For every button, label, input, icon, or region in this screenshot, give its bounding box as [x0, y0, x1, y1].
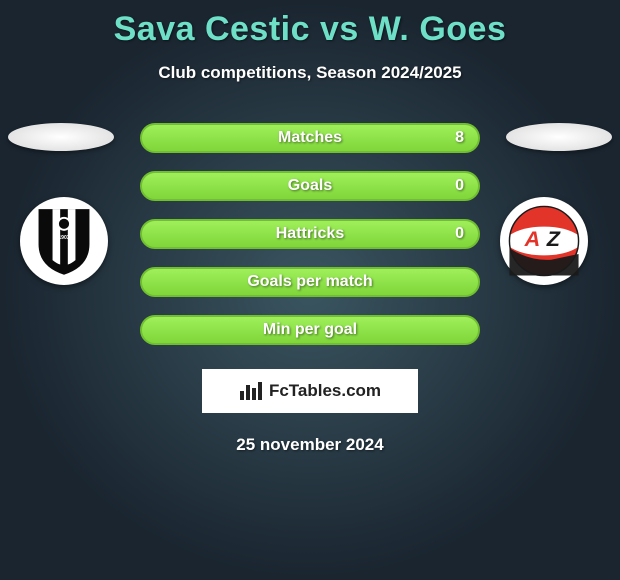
comparison-content: 1903 A Z Matches 8 Goals 0 [0, 123, 620, 455]
az-icon: A Z [508, 205, 580, 277]
player-right-oval [506, 123, 612, 151]
subtitle: Club competitions, Season 2024/2025 [0, 63, 620, 83]
stat-label: Goals [288, 177, 332, 195]
stat-label: Min per goal [263, 321, 357, 339]
heracles-icon: 1903 [29, 206, 99, 276]
stat-right-value: 8 [455, 129, 464, 147]
stat-row: Goals 0 [140, 171, 480, 201]
stat-right-value: 0 [455, 225, 464, 243]
svg-text:1903: 1903 [58, 235, 69, 241]
stats-list: Matches 8 Goals 0 Hattricks 0 Goals per … [140, 123, 480, 345]
date-label: 25 november 2024 [0, 435, 620, 455]
fctables-brand[interactable]: FcTables.com [202, 369, 418, 413]
club-badge-left: 1903 [20, 197, 120, 285]
club-badge-right: A Z [500, 197, 600, 285]
stat-row: Goals per match [140, 267, 480, 297]
stat-right-value: 0 [455, 177, 464, 195]
page-title: Sava Cestic vs W. Goes [0, 0, 620, 49]
stat-row: Hattricks 0 [140, 219, 480, 249]
svg-text:A: A [524, 226, 541, 251]
stat-row: Min per goal [140, 315, 480, 345]
club-circle-right: A Z [500, 197, 588, 285]
stat-row: Matches 8 [140, 123, 480, 153]
player-left-oval [8, 123, 114, 151]
brand-label: FcTables.com [269, 381, 381, 401]
bars-icon [239, 381, 265, 401]
svg-text:Z: Z [546, 226, 561, 251]
club-circle-left: 1903 [20, 197, 108, 285]
stat-label: Hattricks [276, 225, 344, 243]
stat-label: Goals per match [247, 273, 372, 291]
stat-label: Matches [278, 129, 342, 147]
